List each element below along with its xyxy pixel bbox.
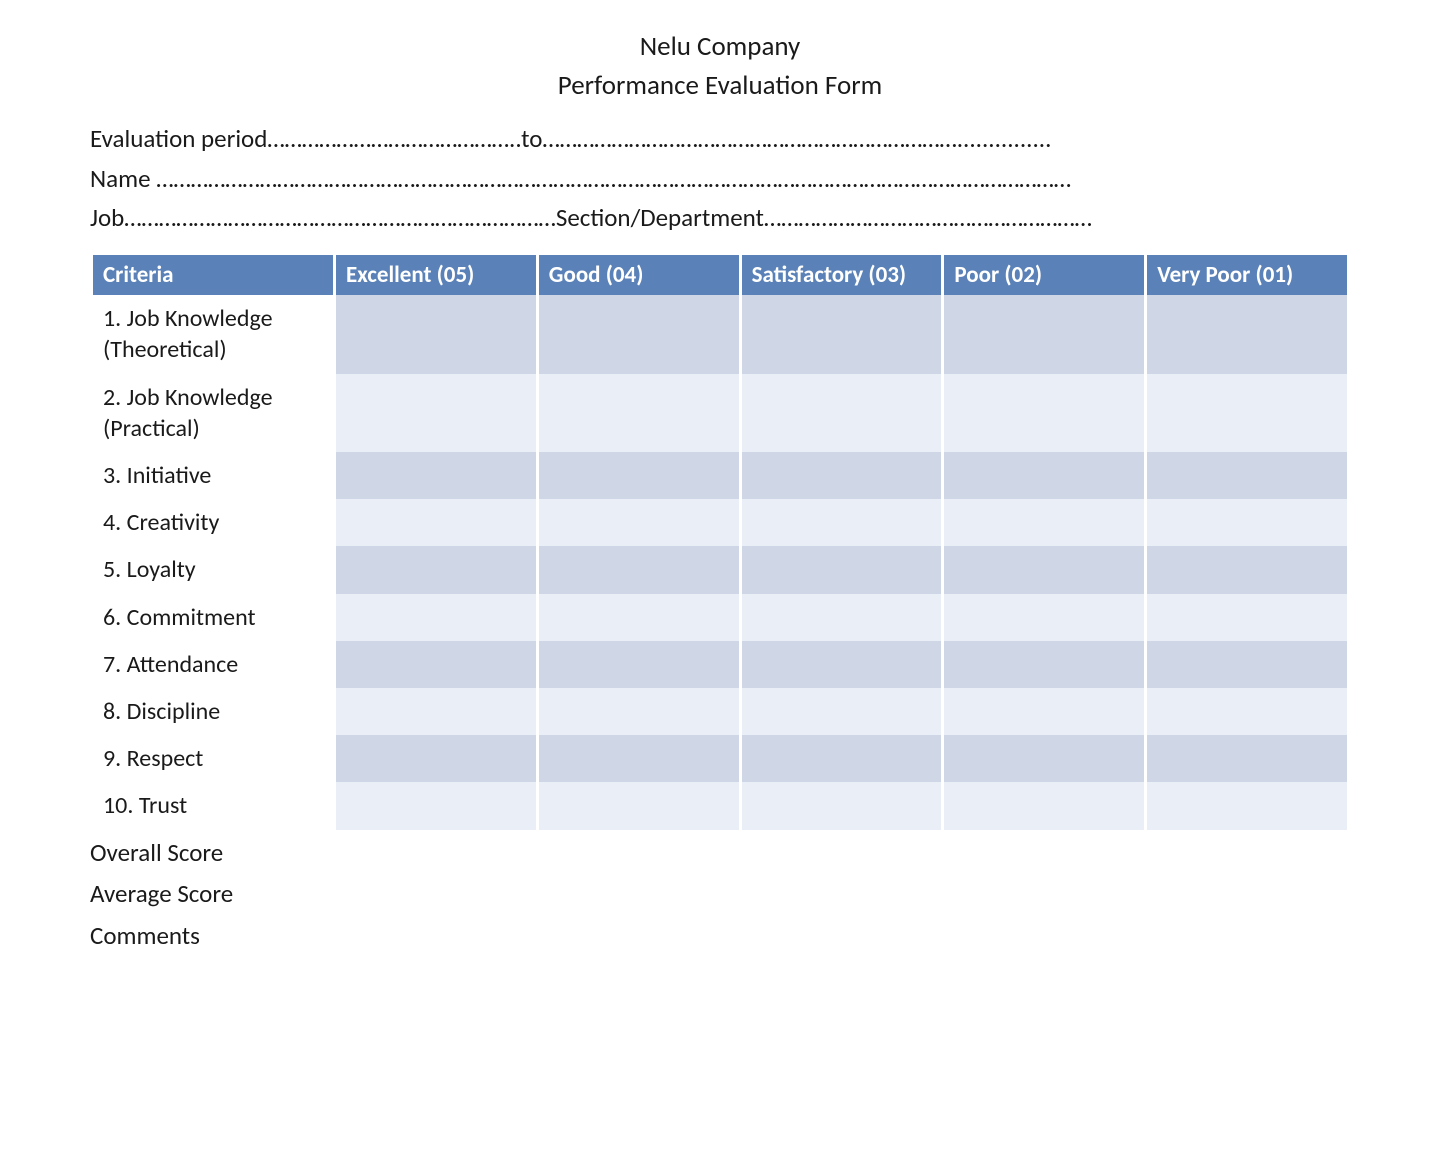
rating-cell[interactable] [742, 641, 942, 688]
col-criteria: Criteria [93, 255, 333, 296]
dots: ………………………………………………………………… [124, 202, 556, 233]
rating-cell[interactable] [1147, 735, 1347, 782]
rating-cell[interactable] [944, 594, 1144, 641]
company-title: Nelu Company [90, 30, 1350, 63]
rating-cell[interactable] [1147, 374, 1347, 452]
criteria-cell: 4. Creativity [93, 499, 333, 546]
rating-cell[interactable] [336, 374, 536, 452]
rating-cell[interactable] [539, 452, 739, 499]
rating-cell[interactable] [742, 782, 942, 829]
rating-cell[interactable] [944, 735, 1144, 782]
rating-cell[interactable] [539, 688, 739, 735]
rating-cell[interactable] [944, 374, 1144, 452]
table-row: 4. Creativity [93, 499, 1347, 546]
criteria-cell: 8. Discipline [93, 688, 333, 735]
evaluation-period-line: Evaluation period……………………………………..to……………… [90, 120, 1350, 158]
dots: …………………………………………………………………………………………………………… [156, 163, 1071, 194]
table-row: 7. Attendance [93, 641, 1347, 688]
rating-cell[interactable] [944, 452, 1144, 499]
rating-cell[interactable] [336, 295, 536, 373]
job-label: Job [90, 202, 124, 233]
job-line: Job…………………………………………………………………Section/Depa… [90, 199, 1350, 237]
rating-cell[interactable] [1147, 295, 1347, 373]
rating-cell[interactable] [336, 546, 536, 593]
dots: ………………………………………………………………............... [542, 123, 1051, 154]
criteria-cell: 7. Attendance [93, 641, 333, 688]
rating-cell[interactable] [742, 499, 942, 546]
col-very-poor: Very Poor (01) [1147, 255, 1347, 296]
rating-cell[interactable] [539, 546, 739, 593]
rating-cell[interactable] [1147, 688, 1347, 735]
rating-cell[interactable] [1147, 594, 1347, 641]
rating-cell[interactable] [336, 499, 536, 546]
name-line: Name ……………………………………………………………………………………………… [90, 160, 1350, 198]
rating-cell[interactable] [1147, 782, 1347, 829]
table-row: 9. Respect [93, 735, 1347, 782]
rating-cell[interactable] [539, 641, 739, 688]
rating-cell[interactable] [742, 452, 942, 499]
eval-period-label: Evaluation period [90, 123, 267, 154]
rating-cell[interactable] [539, 594, 739, 641]
col-satisfactory: Satisfactory (03) [742, 255, 942, 296]
rating-cell[interactable] [944, 688, 1144, 735]
table-row: 1. Job Knowledge (Theoretical) [93, 295, 1347, 373]
rating-cell[interactable] [944, 546, 1144, 593]
criteria-cell: 3. Initiative [93, 452, 333, 499]
criteria-cell: 9. Respect [93, 735, 333, 782]
criteria-cell: 2. Job Knowledge (Practical) [93, 374, 333, 452]
criteria-cell: 5. Loyalty [93, 546, 333, 593]
table-row: 5. Loyalty [93, 546, 1347, 593]
criteria-cell: 1. Job Knowledge (Theoretical) [93, 295, 333, 373]
table-row: 10. Trust [93, 782, 1347, 829]
rating-cell[interactable] [1147, 452, 1347, 499]
rating-cell[interactable] [944, 782, 1144, 829]
table-row: 3. Initiative [93, 452, 1347, 499]
average-score-label: Average Score [90, 875, 1350, 913]
table-row: 2. Job Knowledge (Practical) [93, 374, 1347, 452]
rating-cell[interactable] [336, 452, 536, 499]
overall-score-label: Overall Score [90, 834, 1350, 872]
rating-cell[interactable] [742, 688, 942, 735]
rating-cell[interactable] [1147, 546, 1347, 593]
rating-cell[interactable] [539, 499, 739, 546]
rating-cell[interactable] [742, 546, 942, 593]
rating-cell[interactable] [742, 735, 942, 782]
rating-cell[interactable] [944, 499, 1144, 546]
rating-cell[interactable] [742, 594, 942, 641]
section-label: Section/Department [556, 202, 764, 233]
table-row: 6. Commitment [93, 594, 1347, 641]
table-row: 8. Discipline [93, 688, 1347, 735]
rating-cell[interactable] [539, 295, 739, 373]
rating-cell[interactable] [336, 688, 536, 735]
to-label: to [521, 123, 542, 154]
rating-cell[interactable] [539, 782, 739, 829]
rating-cell[interactable] [944, 641, 1144, 688]
rating-cell[interactable] [1147, 641, 1347, 688]
col-poor: Poor (02) [944, 255, 1144, 296]
rating-cell[interactable] [742, 295, 942, 373]
comments-label: Comments [90, 917, 1350, 955]
criteria-cell: 10. Trust [93, 782, 333, 829]
dots: …………………………………….. [267, 123, 521, 154]
rating-cell[interactable] [742, 374, 942, 452]
dots: ………………………………………………… [764, 202, 1092, 233]
rating-cell[interactable] [944, 295, 1144, 373]
evaluation-table: Criteria Excellent (05) Good (04) Satisf… [90, 255, 1350, 830]
table-header-row: Criteria Excellent (05) Good (04) Satisf… [93, 255, 1347, 296]
col-excellent: Excellent (05) [336, 255, 536, 296]
rating-cell[interactable] [336, 782, 536, 829]
rating-cell[interactable] [336, 641, 536, 688]
rating-cell[interactable] [539, 735, 739, 782]
rating-cell[interactable] [539, 374, 739, 452]
col-good: Good (04) [539, 255, 739, 296]
name-label: Name [90, 163, 151, 194]
rating-cell[interactable] [336, 594, 536, 641]
form-title: Performance Evaluation Form [90, 69, 1350, 102]
rating-cell[interactable] [1147, 499, 1347, 546]
criteria-cell: 6. Commitment [93, 594, 333, 641]
rating-cell[interactable] [336, 735, 536, 782]
